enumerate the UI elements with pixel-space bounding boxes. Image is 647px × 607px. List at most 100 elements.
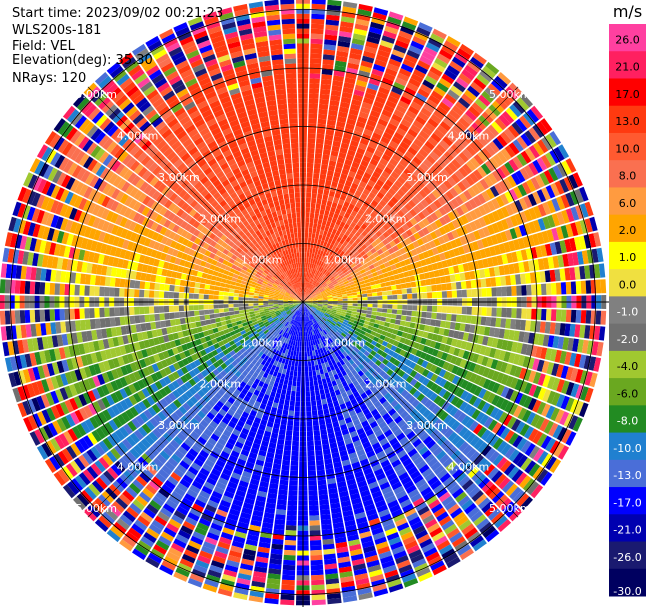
range-gate-bin [306, 192, 312, 198]
range-gate-bin [449, 60, 463, 72]
range-gate-bin [514, 199, 524, 212]
range-gate-bin [305, 293, 309, 298]
range-gate-bin [303, 297, 304, 302]
range-gate-bin [477, 228, 486, 239]
range-gate-bin [316, 133, 325, 140]
range-gate-bin [385, 243, 392, 250]
range-gate-bin [305, 197, 311, 203]
range-gate-bin [288, 495, 298, 501]
range-gate-bin [342, 278, 348, 283]
range-gate-bin [424, 195, 433, 205]
range-gate-bin [320, 289, 325, 293]
range-gate-bin [320, 261, 325, 267]
range-gate-bin [314, 153, 322, 159]
range-gate-bin [316, 283, 321, 288]
range-gate-bin [417, 60, 431, 70]
range-gate-bin [408, 105, 420, 116]
range-gate-bin [303, 287, 305, 293]
range-gate-bin [374, 319, 381, 325]
range-gate-bin [313, 425, 320, 431]
range-gate-bin [466, 306, 472, 315]
range-gate-bin [420, 199, 429, 208]
range-gate-bin [396, 35, 411, 45]
range-gate-bin [410, 281, 417, 288]
range-gate-bin [365, 167, 374, 176]
range-gate-bin [361, 287, 367, 291]
range-gate-bin [536, 121, 549, 136]
range-gate-bin [305, 336, 309, 342]
range-gate-bin [326, 293, 332, 297]
range-gate-bin [352, 297, 358, 301]
range-gate-bin [363, 50, 376, 59]
range-gate-bin [305, 272, 307, 278]
range-gate-bin [325, 24, 339, 31]
range-gate-bin [368, 254, 375, 261]
range-gate-bin [451, 282, 457, 290]
range-gate-bin [500, 131, 512, 144]
range-gate-bin [353, 250, 360, 257]
range-gate-bin [308, 283, 311, 289]
range-gate-bin [366, 119, 377, 128]
range-gate-bin [403, 271, 410, 278]
range-gate-bin [386, 162, 396, 171]
range-gate-bin [305, 401, 311, 407]
range-gate-bin [310, 395, 316, 402]
range-gate-bin [437, 236, 446, 245]
range-gate-bin [332, 75, 344, 82]
range-gate-bin [472, 52, 487, 65]
range-gate-bin [347, 298, 353, 301]
range-gate-bin [427, 292, 433, 299]
range-gate-bin [362, 263, 369, 269]
range-gate-bin [348, 232, 355, 239]
range-gate-bin [446, 231, 455, 241]
range-gate-bin [342, 305, 348, 308]
range-gate-bin [429, 179, 439, 189]
range-gate-bin [426, 285, 432, 292]
range-gate-bin [280, 469, 290, 476]
range-gate-bin [325, 129, 335, 136]
range-gate-bin [334, 285, 340, 289]
range-gate-bin [345, 196, 352, 204]
range-gate-bin [504, 191, 514, 203]
range-gate-bin [436, 245, 444, 254]
range-gate-bin [409, 275, 416, 282]
range-gate-bin [284, 399, 290, 406]
range-gate-bin [285, 435, 292, 441]
range-gate-bin [378, 234, 386, 242]
range-gate-bin [316, 292, 321, 296]
range-gate-bin [503, 241, 511, 253]
range-gate-bin [431, 247, 439, 256]
range-gate-bin [450, 198, 460, 208]
range-gate-bin [346, 175, 354, 183]
range-gate-bin [365, 270, 372, 276]
range-gate-bin [286, 425, 293, 431]
range-gate-bin [365, 282, 371, 287]
range-gate-bin [502, 177, 513, 190]
range-gate-bin [360, 283, 366, 288]
range-gate-bin [453, 184, 463, 195]
range-gate-bin [391, 136, 402, 145]
range-gate-bin [348, 268, 354, 274]
range-gate-bin [310, 268, 313, 274]
range-gate-bin [331, 292, 337, 295]
range-gate-bin [310, 258, 314, 264]
range-gate-bin [307, 147, 315, 154]
range-gate-bin [395, 77, 408, 87]
range-gate-bin [494, 183, 504, 195]
range-gate-bin [358, 164, 367, 172]
range-gate-bin [421, 208, 430, 218]
range-gate-bin [337, 182, 345, 190]
range-gate-bin [310, 292, 315, 296]
range-gate-bin [304, 292, 307, 298]
range-gate-bin [308, 123, 317, 129]
range-gate-bin [370, 268, 377, 274]
range-gate-bin [360, 106, 371, 115]
range-gate-bin [348, 239, 355, 246]
range-gate-bin [532, 124, 545, 138]
range-gate-bin [312, 297, 318, 300]
range-gate-bin [321, 199, 328, 206]
range-gate-bin [319, 93, 330, 100]
range-gate-bin [379, 252, 386, 259]
range-gate-bin [405, 220, 414, 229]
range-gate-bin [293, 350, 297, 357]
